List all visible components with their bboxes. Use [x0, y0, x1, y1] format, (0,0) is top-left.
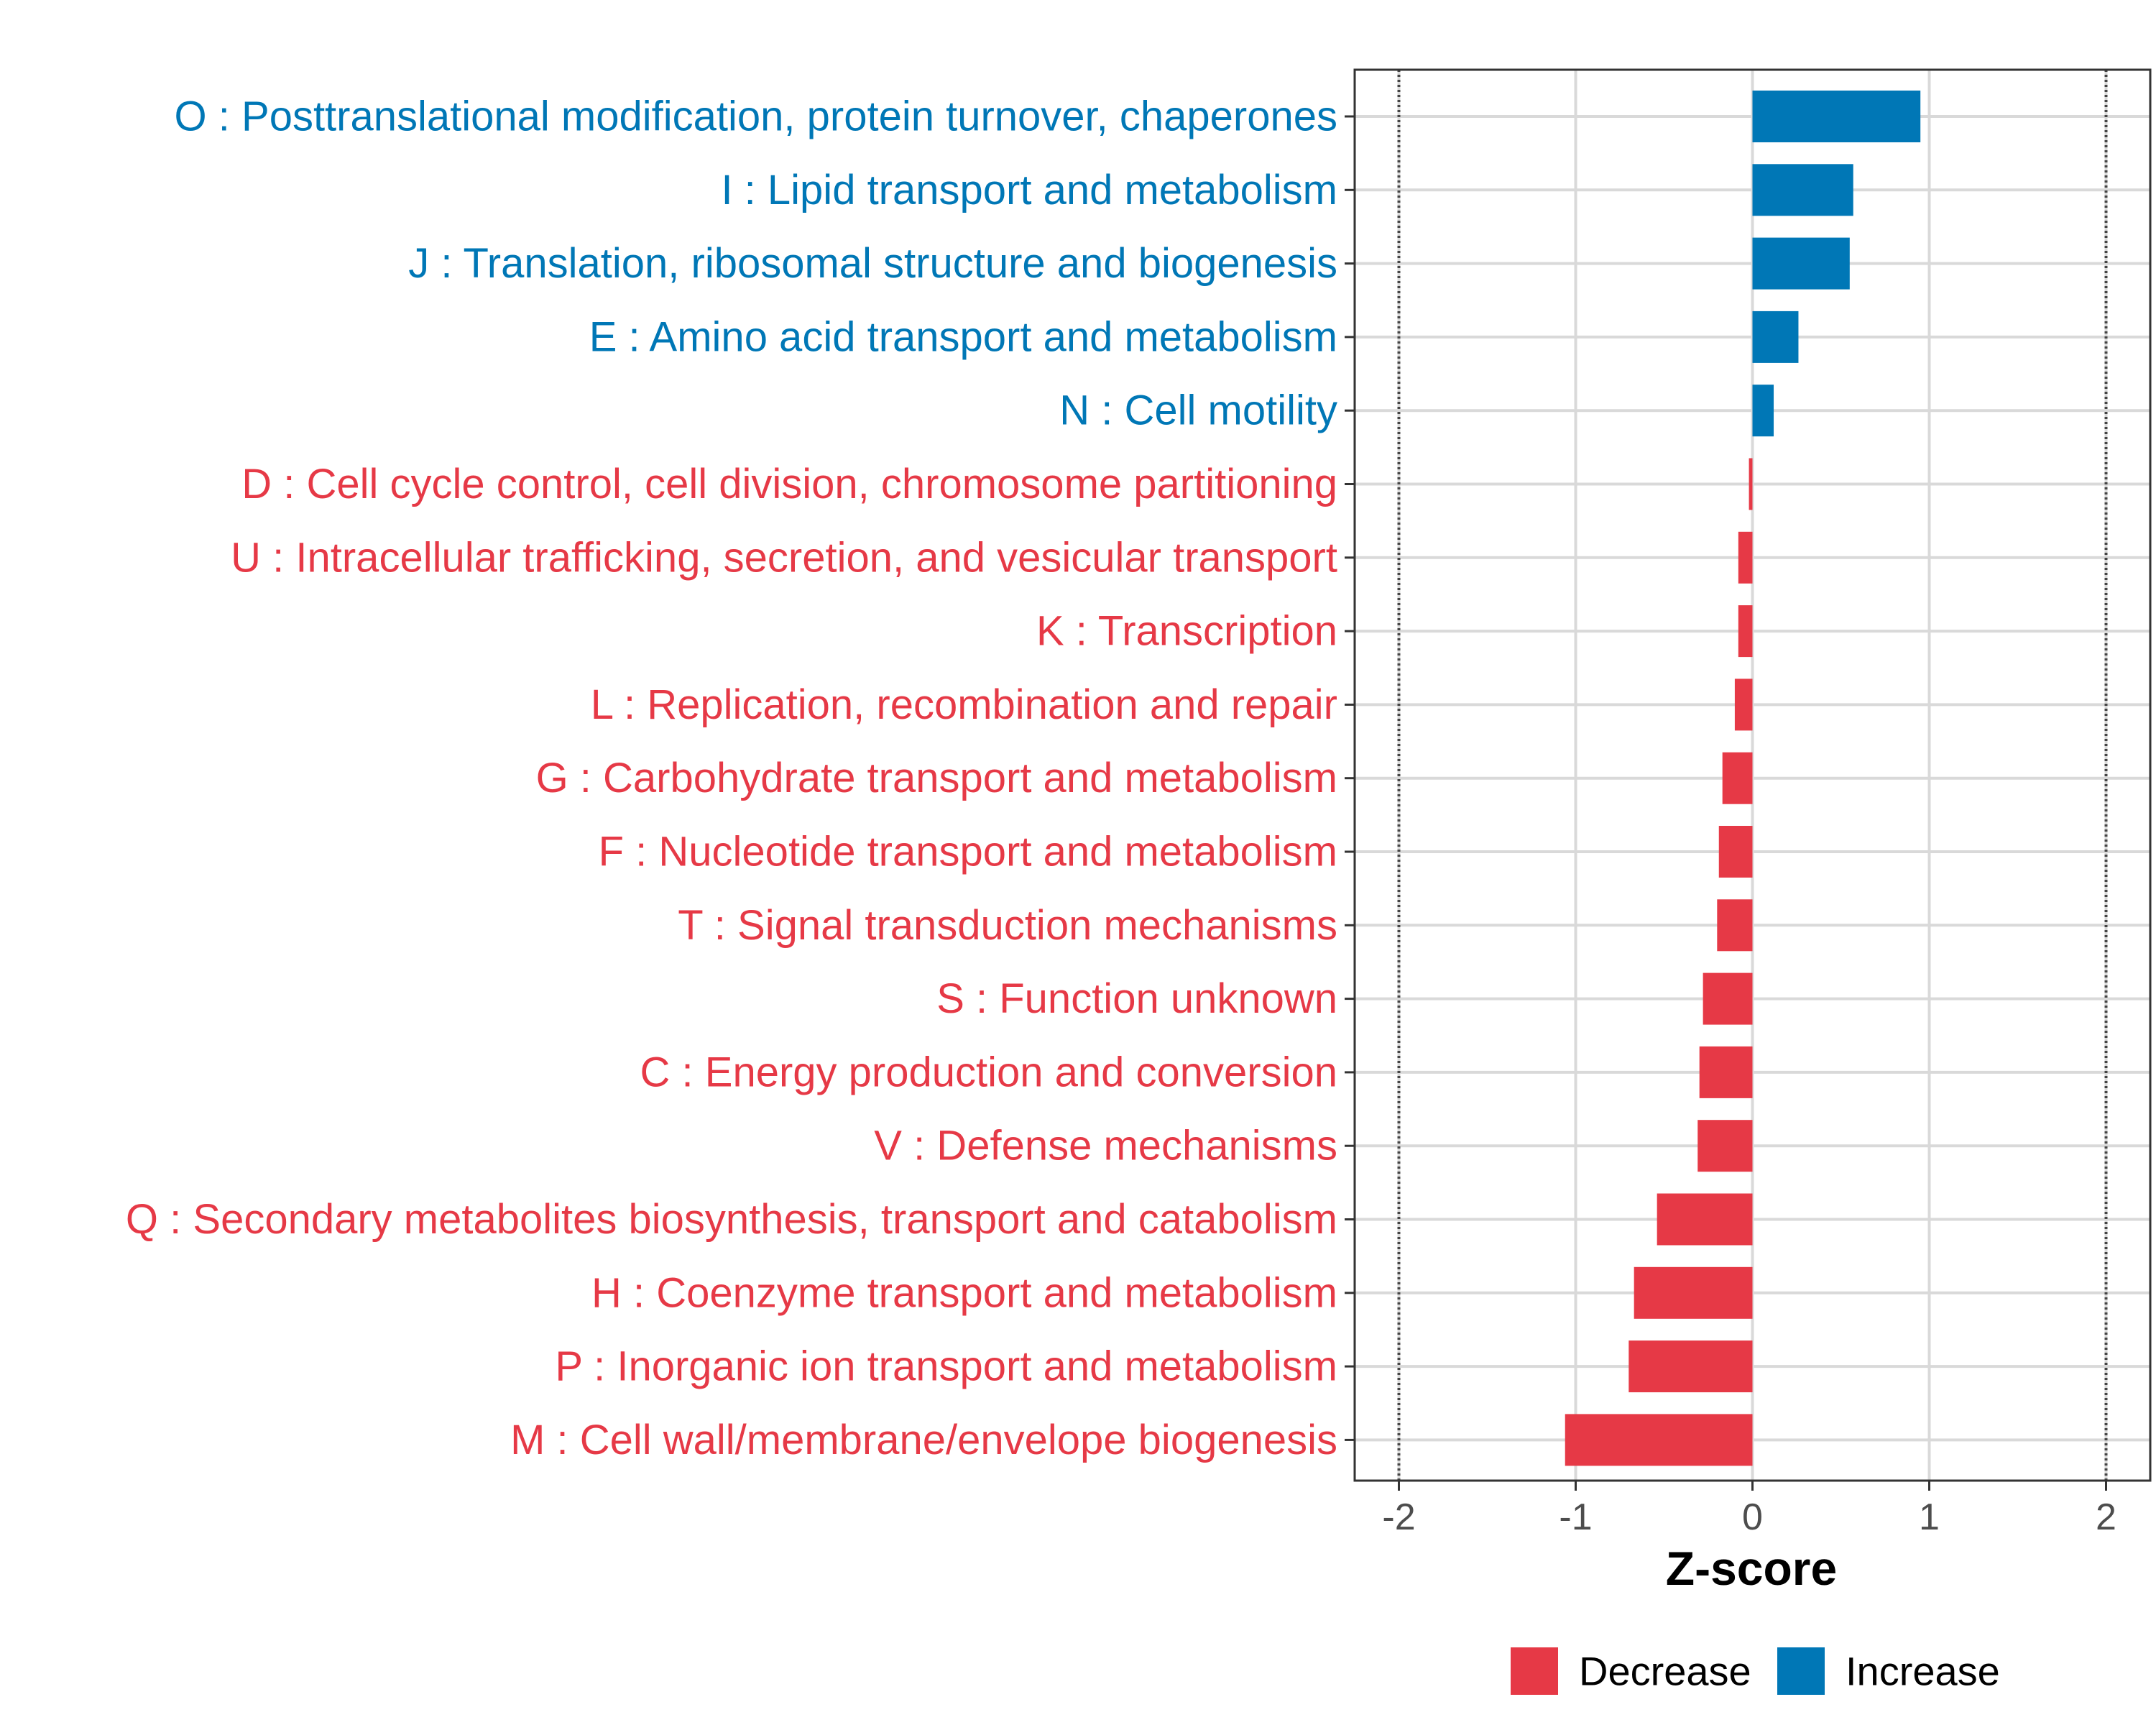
bar — [1722, 752, 1753, 804]
bar — [1717, 899, 1753, 952]
category-label: C : Energy production and conversion — [640, 1049, 1337, 1095]
bar — [1697, 1120, 1753, 1172]
bar — [1738, 605, 1753, 658]
bar — [1634, 1266, 1753, 1319]
x-tick-label: -1 — [1559, 1496, 1592, 1538]
reference-lines — [1397, 70, 2108, 1481]
x-axis: -2 -1 0 1 2 — [1382, 1481, 2116, 1538]
category-label: U : Intracellular trafficking, secretion… — [231, 534, 1337, 581]
legend-label: Decrease — [1579, 1649, 1751, 1694]
bars — [1565, 91, 1921, 1466]
category-label: T : Signal transduction mechanisms — [678, 902, 1337, 949]
category-label: S : Function unknown — [936, 975, 1337, 1022]
bar — [1628, 1340, 1753, 1393]
bar — [1718, 826, 1753, 878]
category-label: K : Transcription — [1036, 608, 1337, 655]
x-tick-label: 2 — [2096, 1496, 2116, 1538]
legend: Decrease Increase — [1511, 1647, 2000, 1695]
category-label: G : Carbohydrate transport and metabolis… — [536, 755, 1337, 801]
x-tick-label: -2 — [1382, 1496, 1415, 1538]
category-label: H : Coenzyme transport and metabolism — [591, 1269, 1337, 1316]
category-label: V : Defense mechanisms — [874, 1123, 1337, 1169]
bar — [1752, 385, 1774, 437]
category-label: Q : Secondary metabolites biosynthesis, … — [126, 1196, 1337, 1243]
category-label: M : Cell wall/membrane/envelope biogenes… — [510, 1417, 1337, 1463]
category-label: P : Inorganic ion transport and metaboli… — [555, 1343, 1337, 1390]
category-label: O : Posttranslational modification, prot… — [175, 93, 1337, 140]
bar — [1752, 91, 1921, 142]
bar — [1657, 1193, 1753, 1246]
legend-swatch — [1511, 1647, 1558, 1695]
legend-label: Increase — [1846, 1649, 2000, 1694]
bar — [1703, 972, 1753, 1025]
legend-swatch — [1777, 1647, 1825, 1695]
bar — [1565, 1414, 1753, 1466]
bar — [1752, 237, 1850, 290]
category-label: D : Cell cycle control, cell division, c… — [241, 461, 1337, 507]
category-label: N : Cell motility — [1059, 387, 1337, 434]
category-label: F : Nucleotide transport and metabolism — [599, 829, 1337, 875]
category-label: E : Amino acid transport and metabolism — [589, 313, 1337, 360]
x-tick-label: 0 — [1742, 1496, 1763, 1538]
bar — [1749, 458, 1753, 510]
y-axis: O : Posttranslational modification, prot… — [126, 93, 1355, 1463]
category-label: L : Replication, recombination and repai… — [591, 681, 1337, 728]
bar — [1734, 678, 1753, 731]
bar — [1699, 1046, 1753, 1098]
bar — [1738, 531, 1753, 584]
x-tick-label: 1 — [1919, 1496, 1940, 1538]
x-axis-title: Z-score — [1666, 1542, 1837, 1595]
category-label: I : Lipid transport and metabolism — [721, 167, 1337, 213]
bar — [1752, 164, 1853, 216]
category-label: J : Translation, ribosomal structure and… — [408, 240, 1337, 287]
bar — [1752, 310, 1799, 363]
